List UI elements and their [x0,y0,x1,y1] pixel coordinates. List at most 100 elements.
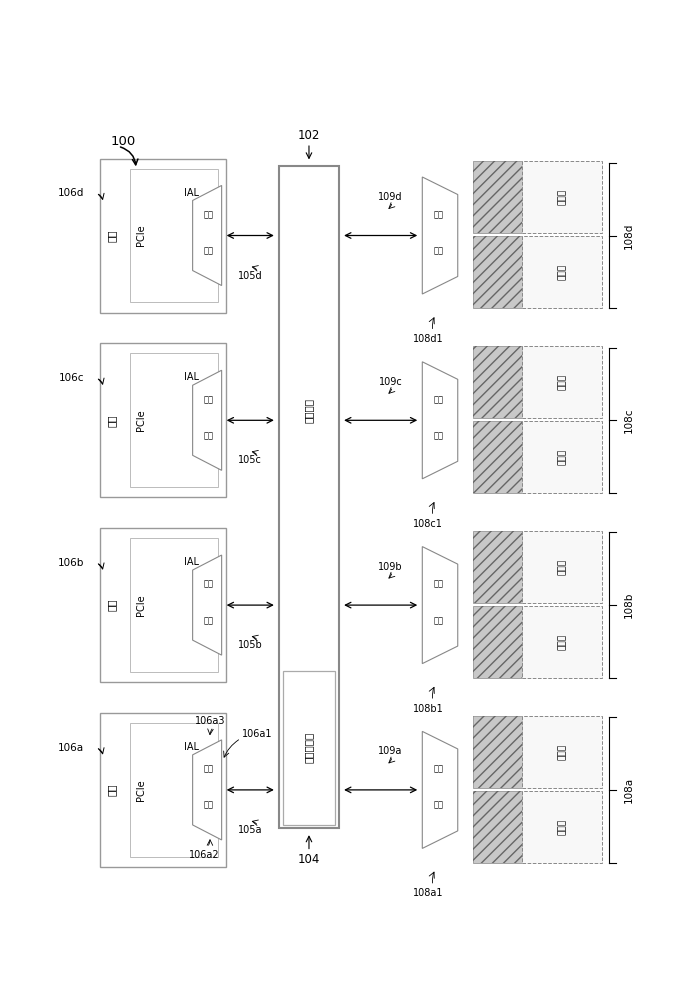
Text: 108d: 108d [624,222,633,249]
Bar [473,606,522,678]
Text: 108a: 108a [624,777,633,803]
Text: 开关: 开关 [203,210,213,219]
Text: 加速器: 加速器 [557,634,566,650]
Text: 108d1: 108d1 [412,334,444,344]
Bar [283,671,335,825]
Text: 节点: 节点 [107,784,117,796]
Bar [130,353,218,487]
Bar [473,531,522,603]
Bar [473,161,522,233]
Bar [100,528,226,682]
Bar [473,161,522,233]
Text: 接口: 接口 [433,431,444,440]
Text: 接口: 接口 [433,616,444,625]
Bar [100,343,226,497]
Text: 109c: 109c [378,377,402,387]
Text: IAL: IAL [184,742,199,752]
Bar [522,606,602,678]
Text: 105a: 105a [238,825,263,835]
Text: IAL: IAL [184,188,199,198]
Bar [473,346,522,418]
Text: 开关: 开关 [433,580,444,589]
Text: 资源管理器: 资源管理器 [304,732,314,763]
Text: PCIe: PCIe [137,409,146,431]
Text: 108a1: 108a1 [412,888,443,898]
Text: 加速器: 加速器 [557,744,566,760]
Polygon shape [193,185,222,286]
Text: PCIe: PCIe [137,225,146,246]
Text: 100: 100 [111,135,136,148]
Text: 106a1: 106a1 [242,729,272,739]
Bar [473,531,522,603]
Bar [279,166,339,828]
Text: 接口: 接口 [203,431,213,440]
Text: 105d: 105d [238,271,263,281]
Polygon shape [422,177,458,294]
Text: 开关: 开关 [203,395,213,404]
Bar [100,713,226,867]
Text: 互连开关: 互连开关 [304,398,314,423]
Text: 108c1: 108c1 [412,519,443,529]
Text: 104: 104 [298,853,320,866]
Text: 108c: 108c [624,408,633,433]
Bar [473,346,522,418]
Text: 加速器: 加速器 [557,449,566,465]
Bar [130,538,218,672]
Text: 节点: 节点 [107,599,117,611]
Text: 开关: 开关 [203,580,213,589]
Polygon shape [422,547,458,664]
Text: 109d: 109d [378,192,403,202]
Text: 106a3: 106a3 [195,716,225,726]
Polygon shape [193,740,222,840]
Polygon shape [422,731,458,848]
Text: 开关: 开关 [433,765,444,774]
Bar [473,421,522,493]
Bar [522,716,602,788]
Bar [473,421,522,493]
Text: 接口: 接口 [433,801,444,810]
Text: 106c: 106c [58,373,84,383]
Text: 108b1: 108b1 [412,704,444,714]
Bar [130,169,218,302]
Text: 接口: 接口 [203,246,213,255]
Bar [522,161,602,233]
Bar [473,716,522,788]
Polygon shape [193,370,222,470]
Text: 102: 102 [298,129,320,142]
Text: 加速器: 加速器 [557,374,566,390]
Text: 开关: 开关 [203,765,213,774]
Text: 加速器: 加速器 [557,264,566,280]
Text: 加速器: 加速器 [557,189,566,205]
Bar [522,346,602,418]
Bar [473,236,522,308]
Text: IAL: IAL [184,372,199,382]
Bar [473,606,522,678]
Text: 加速器: 加速器 [557,819,566,835]
Text: 加速器: 加速器 [557,559,566,575]
Polygon shape [193,555,222,655]
Bar [473,791,522,863]
Text: IAL: IAL [184,557,199,567]
Text: 106b: 106b [58,558,84,568]
Text: 节点: 节点 [107,414,117,427]
Text: 开关: 开关 [433,210,444,219]
Text: 109a: 109a [378,746,403,756]
Bar [473,716,522,788]
Text: 接口: 接口 [433,246,444,255]
Text: PCIe: PCIe [137,594,146,616]
Text: 106d: 106d [58,188,84,198]
Bar [522,791,602,863]
Text: 接口: 接口 [203,801,213,810]
Bar [100,158,226,312]
Text: 106a2: 106a2 [189,850,220,860]
Polygon shape [422,362,458,479]
Text: 109b: 109b [378,562,403,572]
Text: 108b: 108b [624,592,633,618]
Bar [522,531,602,603]
Text: PCIe: PCIe [137,779,146,801]
Text: 105c: 105c [238,455,262,465]
Bar [473,791,522,863]
Bar [522,236,602,308]
Bar [522,421,602,493]
Text: 105b: 105b [238,640,263,650]
